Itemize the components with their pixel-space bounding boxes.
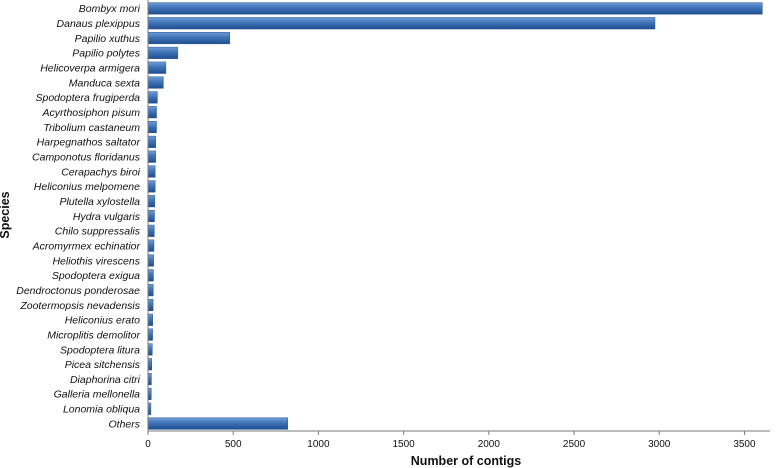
x-axis-title: Number of contigs (411, 454, 521, 468)
bar-manduca-sexta (147, 76, 164, 89)
bar-dendroctonus-ponderosae (147, 284, 154, 297)
bar-camponotus-floridanus (147, 150, 156, 163)
bar-diaphorina-citri (147, 373, 152, 386)
category-label: Heliconius melpomene (34, 181, 140, 193)
category-label: Manduca sexta (69, 77, 140, 89)
bar-spodoptera-exigua (147, 269, 154, 282)
bar-spodoptera-litura (147, 343, 153, 356)
bar-tribolium-castaneum (147, 121, 157, 134)
category-label: Microplitis demolitor (47, 329, 140, 341)
category-label: Camponotus floridanus (32, 151, 141, 163)
category-label: Chilo suppressalis (55, 226, 141, 238)
bar-acromyrmex-echinatior (147, 239, 155, 252)
category-label: Papilio xuthus (75, 33, 141, 45)
bar-plutella-xylostella (147, 195, 156, 208)
category-label: Diaphorina citri (70, 374, 141, 386)
bar-heliconius-erato (147, 313, 154, 326)
bar-heliothis-virescens (147, 254, 154, 267)
bar-heliconius-melpomene (147, 180, 156, 193)
category-label: Galleria mellonella (54, 389, 141, 401)
bar-picea-sitchensis (147, 358, 152, 371)
bar-hydra-vulgaris (147, 209, 155, 223)
category-label: Danaus plexippus (57, 18, 141, 30)
category-label: Picea sitchensis (65, 359, 141, 371)
category-label: Papilio polytes (72, 48, 140, 60)
category-label: Spodoptera exigua (52, 270, 140, 282)
x-tick-label: 2500 (563, 439, 586, 450)
x-tick-label: 2000 (478, 439, 501, 450)
bar-zootermopsis-nevadensis (147, 298, 154, 311)
x-tick-label: 1500 (392, 439, 415, 450)
category-label: Spodoptera frugiperda (36, 92, 141, 104)
category-label: Plutella xylostella (59, 196, 140, 208)
x-tick-label: 0 (145, 439, 151, 450)
category-label: Acyrthosiphon pisum (42, 107, 141, 119)
bar-danaus-plexippus (147, 17, 656, 30)
category-label: Harpegnathos saltator (37, 137, 141, 149)
bar-microplitis-demolitor (147, 328, 153, 341)
bars-group (147, 2, 763, 430)
x-tick-label: 1000 (307, 439, 330, 450)
category-label: Heliothis virescens (52, 255, 140, 267)
x-tick-label: 500 (225, 439, 242, 450)
category-label: Bombyx mori (79, 3, 141, 15)
bar-helicoverpa-armigera (147, 61, 167, 74)
category-label: Tribolium castaneum (43, 122, 140, 134)
category-label: Helicoverpa armigera (40, 63, 140, 75)
category-label: Acromyrmex echinatior (32, 240, 141, 252)
x-tick-label: 3000 (648, 439, 671, 450)
category-label: Spodoptera litura (60, 344, 140, 356)
category-label: Dendroctonus ponderosae (16, 285, 140, 297)
category-label: Zootermopsis nevadensis (19, 300, 140, 312)
x-tick-label: 3500 (733, 439, 756, 450)
category-label: Hydra vulgaris (73, 211, 141, 223)
y-axis-title: Species (0, 191, 12, 238)
category-label: Cerapachys biroi (61, 166, 140, 178)
category-label: Lonomia obliqua (63, 404, 140, 416)
category-labels: Bombyx mori Danaus plexippus Papilio xuthu… (16, 3, 141, 430)
bar-papilio-xuthus (147, 32, 231, 45)
category-label: Heliconius erato (65, 315, 140, 327)
bar-harpegnathos-saltator (147, 135, 156, 148)
bar-acyrthosiphon-pisum (147, 106, 157, 119)
bar-papilio-polytes (147, 46, 179, 59)
bar-others (147, 417, 288, 430)
x-axis-ticks: 0 500 1000 1500 2000 2500 3000 3500 (145, 431, 756, 450)
bar-spodoptera-frugiperda (147, 91, 158, 104)
category-label: Others (108, 418, 140, 430)
bar-bombyx-mori (147, 2, 763, 15)
bar-cerapachys-biroi (147, 165, 156, 178)
bar-chilo-suppressalis (147, 224, 155, 237)
